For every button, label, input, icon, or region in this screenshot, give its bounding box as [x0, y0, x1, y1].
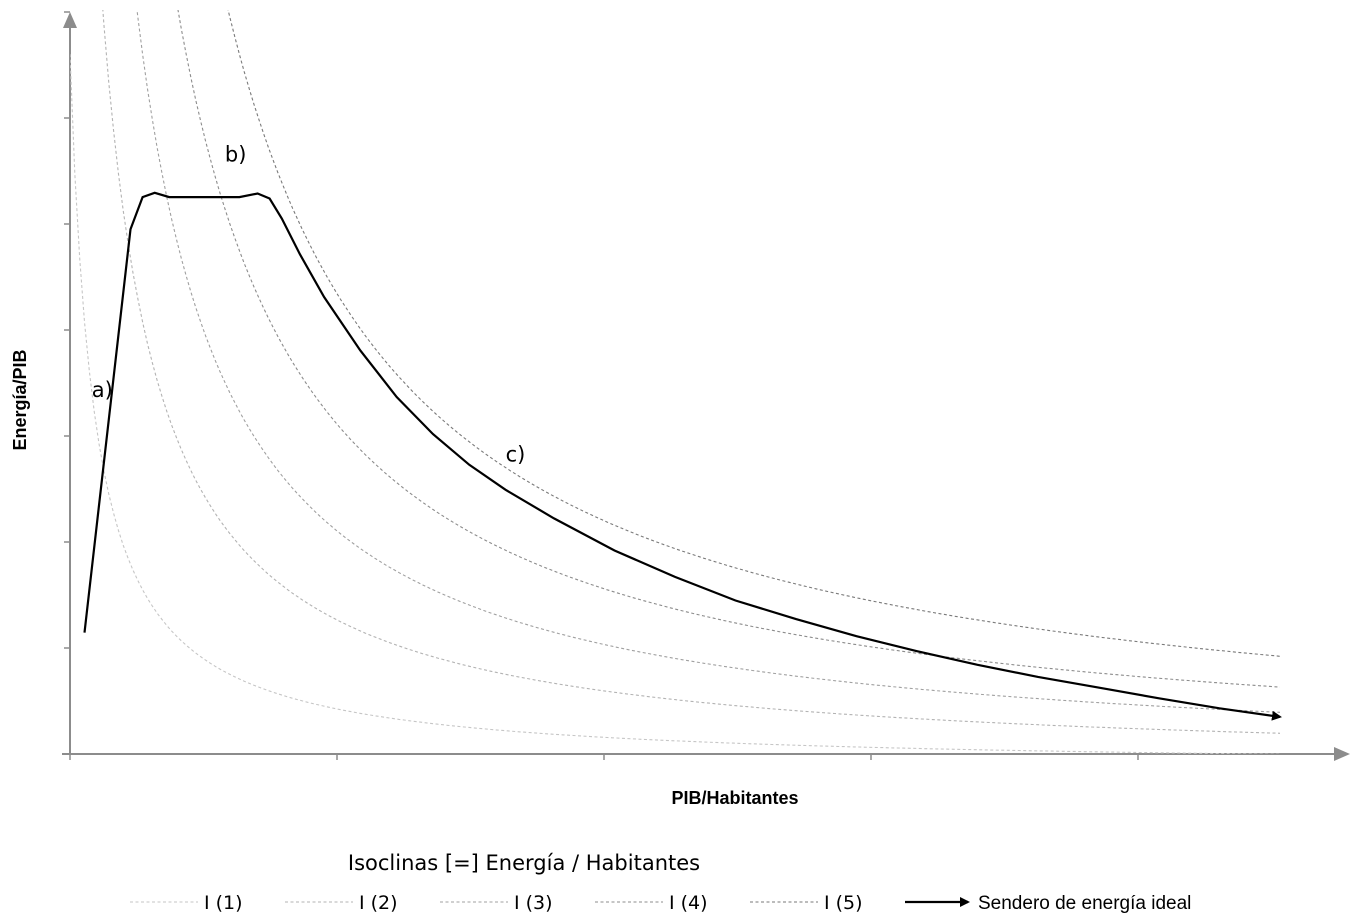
- isocline-curves: [70, 10, 1281, 754]
- x-axis-ticks: [69, 754, 1139, 760]
- x-axis-title: PIB/Habitantes: [671, 788, 798, 808]
- legend-label: I (4): [669, 892, 708, 914]
- annotation-label: a): [92, 378, 113, 402]
- legend-label: I (5): [824, 892, 863, 914]
- legend-items: I (1) I (2) I (3) I (4) I (5): [130, 892, 863, 914]
- annotation-label: b): [225, 142, 247, 166]
- isocline-3-line: [136, 10, 1281, 713]
- y-axis-title: Energía/PIB: [10, 349, 30, 450]
- y-axis-arrow: [63, 12, 77, 28]
- isocline-5-line: [227, 10, 1281, 657]
- x-axis-arrow: [1334, 747, 1350, 761]
- annotation-label: c): [506, 442, 526, 466]
- isocline-1-line: [70, 54, 1281, 754]
- legend-label: I (2): [359, 892, 398, 914]
- y-axis-ticks: [64, 11, 70, 649]
- legend-label: I (3): [514, 892, 553, 914]
- isocline-2-line: [102, 10, 1281, 734]
- isocline-4-line: [177, 10, 1281, 688]
- path-annotations: a) b) c): [92, 142, 526, 466]
- legend-label: I (1): [204, 892, 243, 914]
- legend-title: Isoclinas [=] Energía / Habitantes: [348, 851, 700, 875]
- axes: [62, 12, 1350, 761]
- legend: Isoclinas [=] Energía / Habitantes I (1)…: [130, 851, 1191, 914]
- ideal-energy-path-line: [83, 191, 1282, 721]
- legend-path-label: Sendero de energía ideal: [978, 893, 1191, 914]
